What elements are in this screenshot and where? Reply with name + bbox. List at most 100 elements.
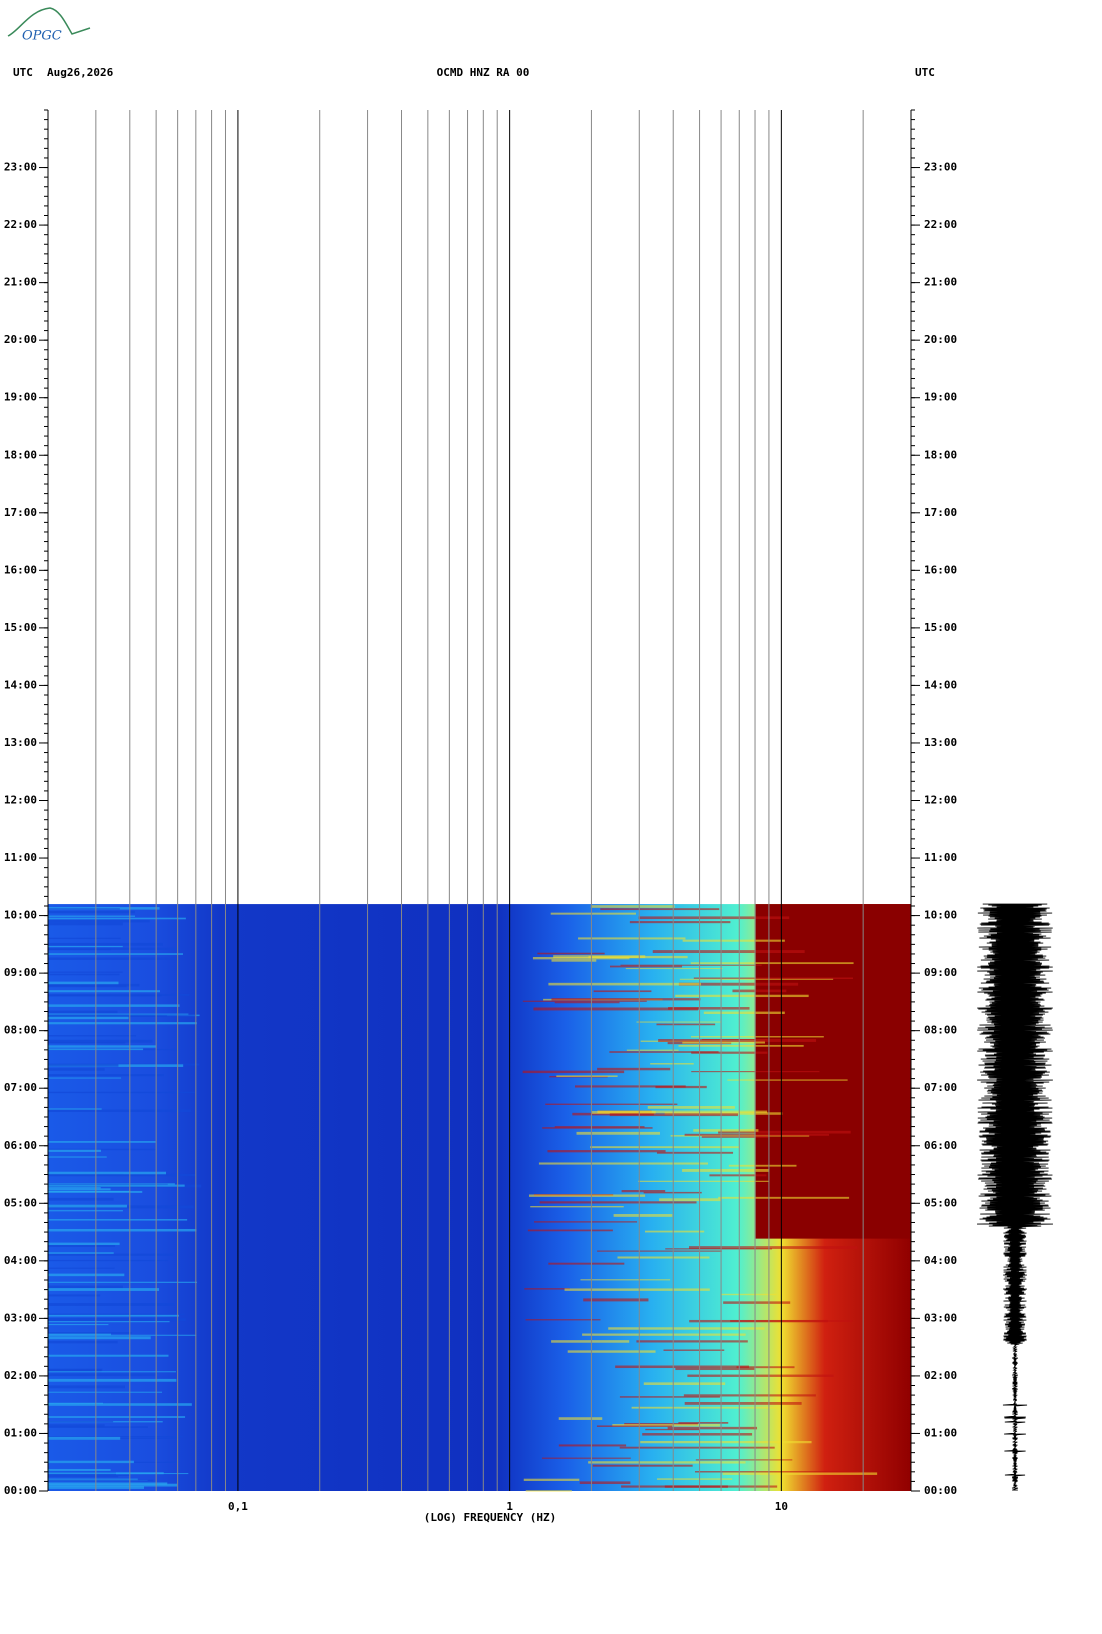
spectrogram-streak [48,1253,174,1256]
logo-swoosh [7,7,91,37]
spectrogram-streak [578,937,686,940]
spectrogram-streak [551,959,597,962]
spectrogram-streak [588,955,688,959]
spectrogram-streak [620,964,762,966]
spectrogram-streak [48,1468,111,1471]
spectrogram-streak [690,1036,824,1038]
spectrogram-streak [564,1288,710,1291]
y-tick-label: 00:00 [4,1484,37,1497]
spectrogram-streak [48,908,120,910]
spectrogram-streak [48,1324,109,1326]
spectrogram-streak [638,916,790,920]
spectrogram-streak [656,1023,716,1026]
y-tick-label-right: 13:00 [924,736,957,749]
spectrogram-streak [48,1378,177,1382]
spectrogram-streak [48,1474,130,1477]
spectrogram-streak [530,1206,624,1208]
spectrogram-streak [48,1476,119,1478]
spectrogram-streak [48,971,123,973]
spectrogram-streak [556,1075,618,1077]
spectrogram-streak [621,1190,666,1193]
spectrogram-streak [48,1373,157,1377]
spectrogram-streak [48,983,140,987]
y-tick-label-right: 01:00 [924,1426,957,1439]
spectrogram-streak [670,1135,810,1137]
spectrogram-streak [533,1007,699,1011]
spectrogram-streak [48,1426,148,1428]
spectrogram-streak [582,1333,746,1336]
y-tick-label-right: 02:00 [924,1369,957,1382]
spectrogram-streak [48,1068,105,1071]
spectrogram-streak [643,1382,726,1385]
spectrogram-streak [48,1332,132,1334]
spectrogram-streak [48,1004,180,1007]
spectrogram-streak [48,1340,118,1344]
y-tick-label: 07:00 [4,1081,37,1094]
spectrogram-streak [682,939,785,942]
spectrogram-streak [631,1406,779,1409]
spectrogram-streak [551,998,701,1001]
spectrogram-streak [679,978,834,980]
spectrogram-streak [48,1173,196,1177]
x-axis-label: (LOG) FREQUENCY (HZ) [424,1511,556,1524]
y-tick-label-right: 04:00 [924,1254,957,1267]
header-left: UTC [13,66,33,79]
y-tick-label: 11:00 [4,851,37,864]
spectrogram-streak [48,1473,189,1475]
y-tick-label: 15:00 [4,621,37,634]
spectrogram-streak [48,1149,101,1152]
spectrogram-streak [619,1396,720,1398]
spectrogram-streak [647,1106,735,1109]
spectrogram-streak [551,1340,630,1343]
spectrogram-streak [629,921,731,924]
spectrogram-streak [597,1110,768,1114]
spectrogram-streak [642,1433,753,1436]
spectrogram-streak [658,1039,817,1042]
spectrogram-streak [48,1273,125,1277]
spectrogram-streak [48,937,121,940]
y-tick-label: 03:00 [4,1311,37,1324]
spectrogram-streak [48,1385,125,1389]
date: Aug26,2026 [47,66,114,79]
y-tick-label-right: 00:00 [924,1484,957,1497]
spectrogram-streak [48,1288,160,1291]
spectrogram-streak [558,1417,603,1420]
spectrogram-streak [636,1021,721,1023]
spectrogram-streak [583,1298,649,1302]
spectrogram-streak [694,1471,859,1473]
spectrogram-streak [613,1214,673,1217]
spectrogram-streak [48,1303,175,1306]
spectrogram-streak [718,1196,850,1199]
spectrogram-streak [597,1067,671,1071]
spectrogram-streak [596,1425,673,1427]
spectrogram-streak [48,915,135,917]
y-tick-label-right: 14:00 [924,678,957,691]
spectrogram-streak [600,908,720,911]
spectrogram-streak [663,1349,725,1351]
spectrogram-streak [48,1245,116,1248]
spectrogram-streak [48,1014,197,1017]
y-tick-label: 13:00 [4,736,37,749]
spectrogram-streak [48,1190,131,1193]
spectrogram-streak [48,990,160,993]
spectrogram-streak [709,1174,767,1177]
spectrogram-streak [548,1262,625,1265]
spectrogram-streak [593,990,652,993]
spectrogram-streak [645,1428,700,1431]
spectrogram-streak [718,1130,851,1134]
spectrogram-streak [48,1371,176,1373]
spectrogram-streak [656,1478,733,1480]
spectrogram-streak [48,973,120,976]
spectrogram-streak [590,905,675,908]
spectrogram-streak [48,1187,101,1189]
spectrogram-streak [48,1436,121,1440]
y-tick-label: 08:00 [4,1024,37,1037]
y-tick-label: 22:00 [4,218,37,231]
spectrogram-streak [48,1077,122,1079]
spectrogram-streak [538,1162,708,1165]
spectrogram-streak [720,1293,777,1296]
spectrogram-streak [550,912,636,915]
spectrogram-streak [650,1063,694,1065]
spectrogram-streak [48,1022,197,1025]
spectrogram-streak [524,1288,570,1290]
